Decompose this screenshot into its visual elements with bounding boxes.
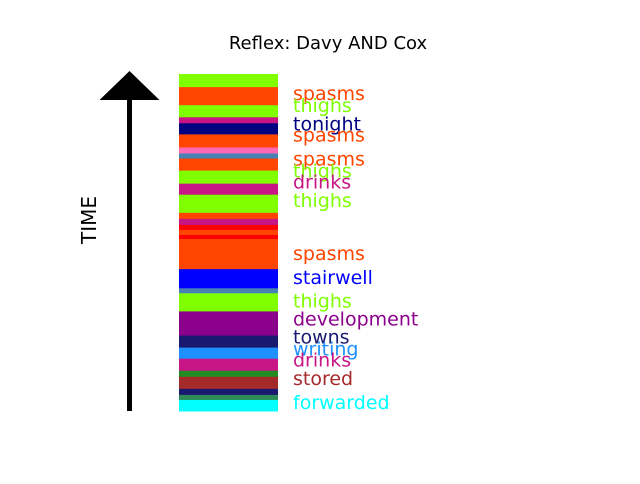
strip-segment <box>179 123 278 135</box>
timeline-label: thighs <box>293 161 352 183</box>
chart-title: Reflex: Davy AND Cox <box>229 33 428 54</box>
strip-segment <box>179 74 278 88</box>
strip-segment <box>179 388 278 396</box>
time-axis-label: TIME <box>77 196 101 245</box>
strip-segment <box>179 335 278 349</box>
timeline-labels: spasmsthighstonightspasmsspasmsthighsdri… <box>293 83 418 414</box>
timeline-label: thighs <box>293 290 352 312</box>
timeline-label: spasms <box>293 83 365 105</box>
strip-segment <box>179 229 278 236</box>
strip-segment <box>179 105 278 118</box>
strip-segment <box>179 394 278 401</box>
timeline-label: stored <box>293 368 353 390</box>
timeline-label: development <box>293 309 418 331</box>
strip-segment <box>179 224 278 231</box>
time-axis: TIME <box>77 71 160 411</box>
timeline-label: spasms <box>293 124 365 146</box>
strip-segment <box>179 134 278 148</box>
time-arrow-head <box>99 71 160 100</box>
timeline-label: towns <box>293 327 350 349</box>
timeline-label: thighs <box>293 190 352 212</box>
timeline-label: writing <box>293 339 358 361</box>
strip-segment <box>179 218 278 226</box>
strip-segment <box>179 269 278 289</box>
timeline-label: drinks <box>293 350 351 372</box>
strip-segment <box>179 153 278 159</box>
strip-segment <box>179 234 278 240</box>
timeline-label: drinks <box>293 172 351 194</box>
strip-segment <box>179 311 278 337</box>
strip-segment <box>179 288 278 294</box>
timeline-strip <box>179 74 278 412</box>
strip-segment <box>179 376 278 390</box>
timeline-label: stairwell <box>293 267 373 289</box>
strip-segment <box>179 347 278 360</box>
timeline-label: tonight <box>293 113 361 135</box>
strip-segment <box>179 158 278 172</box>
timeline-label: thighs <box>293 95 352 117</box>
strip-segment <box>179 147 278 154</box>
timeline-label: forwarded <box>293 392 390 414</box>
strip-segment <box>179 183 278 196</box>
strip-segment <box>179 87 278 106</box>
strip-segment <box>179 170 278 185</box>
strip-segment <box>179 194 278 214</box>
strip-segment <box>179 399 278 412</box>
strip-segment <box>179 117 278 124</box>
strip-segment <box>179 370 278 378</box>
timeline-label: spasms <box>293 149 365 171</box>
timeline-label: spasms <box>293 243 365 265</box>
strip-segment <box>179 293 278 312</box>
strip-segment <box>179 358 278 372</box>
strip-segment <box>179 238 278 270</box>
strip-segment <box>179 212 278 220</box>
